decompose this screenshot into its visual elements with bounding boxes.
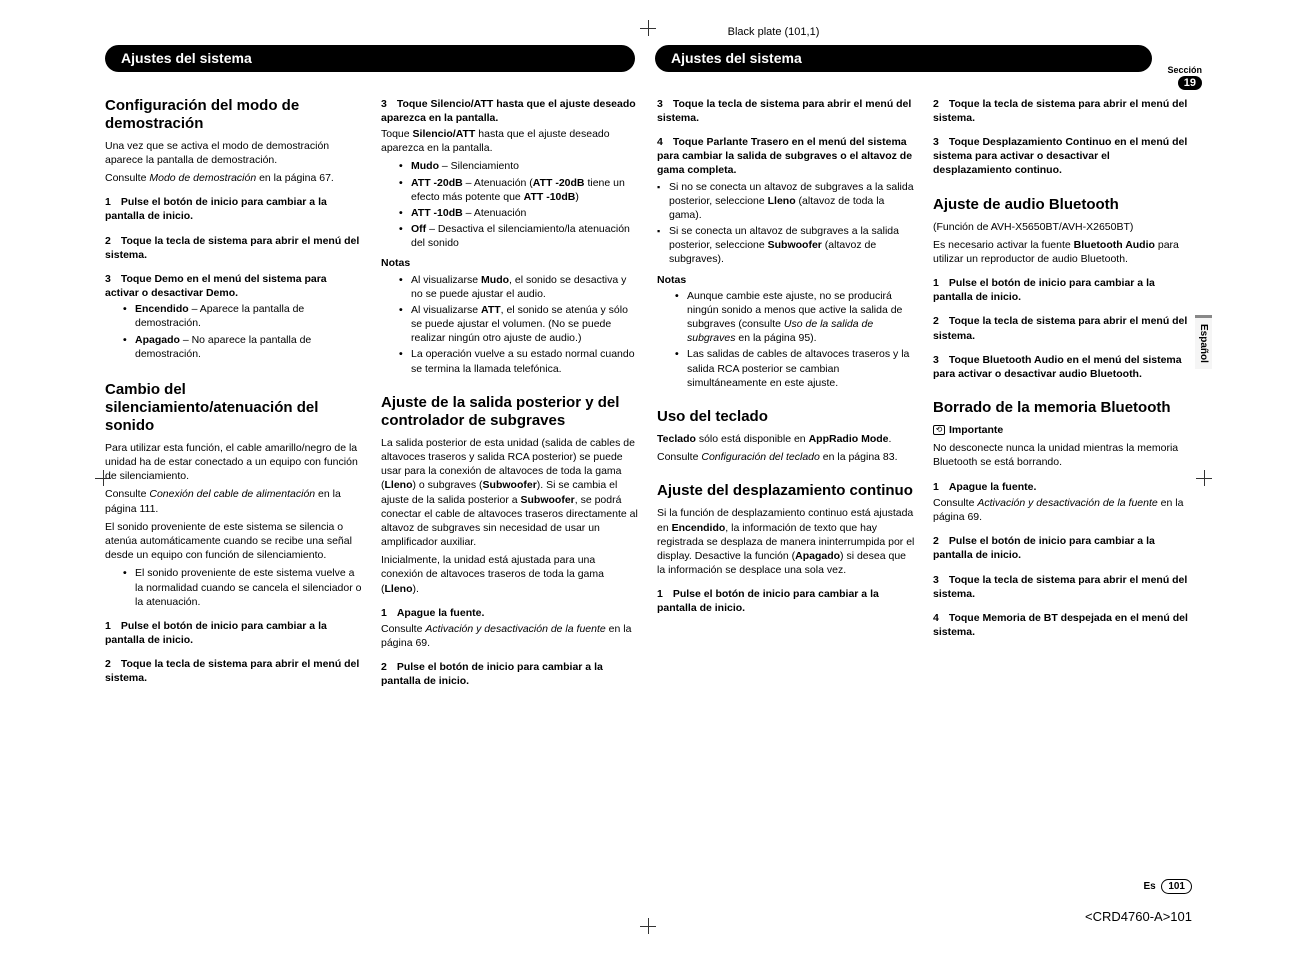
list-item: El sonido proveniente de este sistema vu…	[123, 566, 363, 609]
list-item: Mudo – Silenciamiento	[399, 159, 639, 173]
step: 3Toque la tecla de sistema para abrir el…	[657, 97, 915, 125]
bullet-list: Aunque cambie este ajuste, no se produci…	[675, 289, 915, 390]
body-text: No desconecte nunca la unidad mientras l…	[933, 441, 1191, 469]
section-label: Sección	[1152, 64, 1202, 76]
step: 1Pulse el botón de inicio para cambiar a…	[105, 619, 363, 647]
step: 4Toque Parlante Trasero en el menú del s…	[657, 135, 915, 178]
section-header-left: Ajustes del sistema	[105, 45, 635, 72]
body-text: Es necesario activar la fuente Bluetooth…	[933, 238, 1191, 266]
step: 2Toque la tecla de sistema para abrir el…	[105, 234, 363, 262]
list-item: ATT -10dB – Atenuación	[399, 206, 639, 220]
step: 3Toque Demo en el menú del sistema para …	[105, 272, 363, 300]
body-text: Consulte Configuración del teclado en la…	[657, 450, 915, 464]
step: 2Toque la tecla de sistema para abrir el…	[105, 657, 363, 685]
body-text: La salida posterior de esta unidad (sali…	[381, 436, 639, 549]
body-text: Consulte Activación y desactivación de l…	[933, 496, 1191, 524]
heading: Configuración del modo de demostración	[105, 97, 363, 133]
heading: Ajuste del desplazamiento continuo	[657, 482, 915, 500]
doc-code: <CRD4760-A>101	[1085, 908, 1192, 926]
list-item: Encendido – Aparece la pantalla de demos…	[123, 302, 363, 330]
crop-mark	[640, 20, 656, 36]
notes-label: Notas	[657, 273, 915, 287]
list-item: Las salidas de cables de altavoces trase…	[675, 347, 915, 390]
warning-icon: ⟲	[933, 425, 945, 435]
bullet-list: El sonido proveniente de este sistema vu…	[123, 566, 363, 609]
header-row: Ajustes del sistema Ajustes del sistema …	[105, 45, 1202, 97]
crop-mark	[1196, 470, 1212, 486]
bullet-list: Al visualizarse Mudo, el sonido se desac…	[399, 273, 639, 376]
list-item: Si no se conecta un altavoz de subgraves…	[657, 180, 915, 223]
list-item: Apagado – No aparece la pantalla de demo…	[123, 333, 363, 361]
content-columns: Configuración del modo de demostración U…	[105, 97, 1202, 691]
heading: Cambio del silenciamiento/atenuación del…	[105, 381, 363, 435]
heading: Ajuste de audio Bluetooth	[933, 196, 1191, 214]
step: 1Pulse el botón de inicio para cambiar a…	[933, 276, 1191, 304]
step: 1Apague la fuente.	[381, 606, 639, 620]
crop-mark	[640, 918, 656, 934]
column-2: 3Toque Silencio/ATT hasta que el ajuste …	[381, 97, 639, 691]
crop-mark	[95, 470, 111, 486]
page: Black plate (101,1) Ajustes del sistema …	[0, 0, 1307, 706]
step: 3Toque la tecla de sistema para abrir el…	[933, 573, 1191, 601]
heading: Borrado de la memoria Bluetooth	[933, 399, 1191, 417]
list-item: Al visualizarse ATT, el sonido se atenúa…	[399, 303, 639, 346]
body-text: Para utilizar esta función, el cable ama…	[105, 441, 363, 484]
language-tab: Español	[1195, 315, 1213, 369]
plate-label: Black plate (101,1)	[345, 25, 1202, 40]
body-text: Consulte Modo de demostración en la pági…	[105, 171, 363, 185]
step: 2Pulse el botón de inicio para cambiar a…	[381, 660, 639, 688]
column-3: 3Toque la tecla de sistema para abrir el…	[657, 97, 915, 691]
list-item: Off – Desactiva el silenciamiento/la ate…	[399, 222, 639, 250]
body-text: Inicialmente, la unidad está ajustada pa…	[381, 553, 639, 596]
step: 3Toque Bluetooth Audio en el menú del si…	[933, 353, 1191, 381]
heading: Uso del teclado	[657, 408, 915, 426]
body-text: Toque Silencio/ATT hasta que el ajuste d…	[381, 127, 639, 155]
heading: Ajuste de la salida posterior y del cont…	[381, 394, 639, 430]
step: 2Pulse el botón de inicio para cambiar a…	[933, 534, 1191, 562]
body-text: Teclado sólo está disponible en AppRadio…	[657, 432, 915, 446]
body-text: Una vez que se activa el modo de demostr…	[105, 139, 363, 167]
body-text: Consulte Activación y desactivación de l…	[381, 622, 639, 650]
list-item: La operación vuelve a su estado normal c…	[399, 347, 639, 375]
body-text: Si la función de desplazamiento continuo…	[657, 506, 915, 577]
section-header-right: Ajustes del sistema	[655, 45, 1152, 72]
column-4: 2Toque la tecla de sistema para abrir el…	[933, 97, 1191, 691]
body-text: El sonido proveniente de este sistema se…	[105, 520, 363, 563]
column-1: Configuración del modo de demostración U…	[105, 97, 363, 691]
step: 4Toque Memoria de BT despejada en el men…	[933, 611, 1191, 639]
section-number: 19	[1178, 76, 1202, 90]
step: 1Pulse el botón de inicio para cambiar a…	[657, 587, 915, 615]
step: 1Apague la fuente.	[933, 480, 1191, 494]
step: 3Toque Desplazamiento Continuo en el men…	[933, 135, 1191, 178]
list-item: ATT -20dB – Atenuación (ATT -20dB tiene …	[399, 176, 639, 204]
notes-label: Notas	[381, 256, 639, 270]
page-footer: Es 101	[1144, 879, 1192, 895]
list-item: Aunque cambie este ajuste, no se produci…	[675, 289, 915, 346]
step: 2Toque la tecla de sistema para abrir el…	[933, 314, 1191, 342]
body-text: (Función de AVH-X5650BT/AVH-X2650BT)	[933, 220, 1191, 234]
square-list: Si no se conecta un altavoz de subgraves…	[657, 180, 915, 267]
body-text: Consulte Conexión del cable de alimentac…	[105, 487, 363, 515]
list-item: Al visualizarse Mudo, el sonido se desac…	[399, 273, 639, 301]
step: 2Toque la tecla de sistema para abrir el…	[933, 97, 1191, 125]
step: 1Pulse el botón de inicio para cambiar a…	[105, 195, 363, 223]
bullet-list: Mudo – Silenciamiento ATT -20dB – Atenua…	[399, 159, 639, 250]
important-label: ⟲Importante	[933, 423, 1191, 437]
bullet-list: Encendido – Aparece la pantalla de demos…	[123, 302, 363, 361]
list-item: Si se conecta un altavoz de subgraves a …	[657, 224, 915, 267]
step: 3Toque Silencio/ATT hasta que el ajuste …	[381, 97, 639, 125]
